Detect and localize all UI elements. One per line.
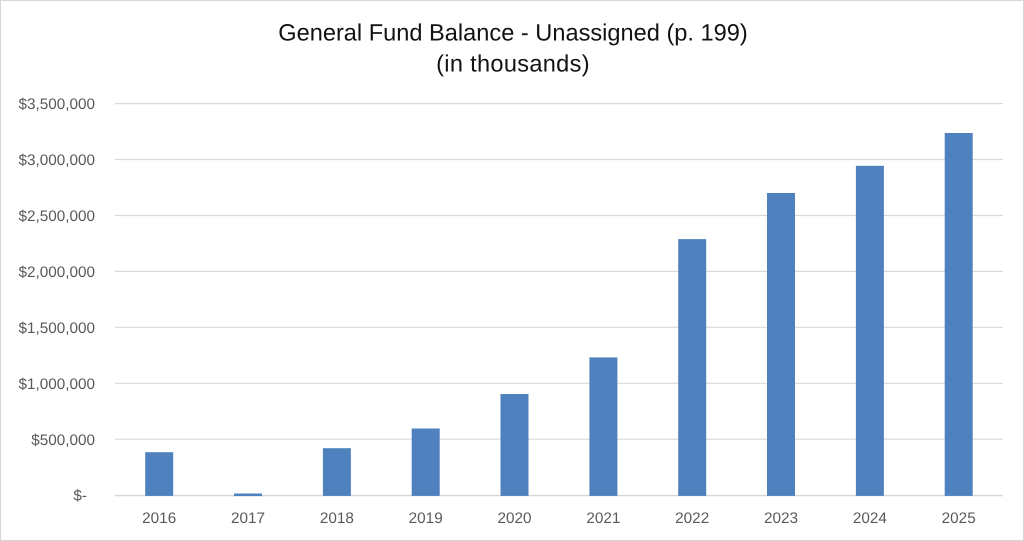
svg-text:2021: 2021 xyxy=(586,510,620,527)
svg-text:$2,500,000: $2,500,000 xyxy=(18,208,95,225)
svg-text:$500,000: $500,000 xyxy=(31,432,95,449)
svg-text:2017: 2017 xyxy=(231,510,265,527)
svg-text:2019: 2019 xyxy=(409,510,443,527)
svg-text:2024: 2024 xyxy=(853,510,888,527)
svg-text:General Fund Balance - Unassig: General Fund Balance - Unassigned (p. 19… xyxy=(278,20,748,46)
svg-text:$2,000,000: $2,000,000 xyxy=(18,264,95,281)
svg-text:$1,000,000: $1,000,000 xyxy=(18,376,95,393)
svg-text:$1,500,000: $1,500,000 xyxy=(18,320,95,337)
svg-text:2018: 2018 xyxy=(320,510,354,527)
svg-text:2016: 2016 xyxy=(142,510,176,527)
svg-text:$3,500,000: $3,500,000 xyxy=(18,96,95,113)
svg-text:(in thousands): (in thousands) xyxy=(436,51,590,77)
svg-text:2025: 2025 xyxy=(942,510,976,527)
svg-text:2023: 2023 xyxy=(764,510,798,527)
svg-text:2020: 2020 xyxy=(497,510,531,527)
svg-text:2022: 2022 xyxy=(675,510,709,527)
svg-text:$3,000,000: $3,000,000 xyxy=(18,152,95,169)
svg-text:$-: $- xyxy=(73,488,87,505)
